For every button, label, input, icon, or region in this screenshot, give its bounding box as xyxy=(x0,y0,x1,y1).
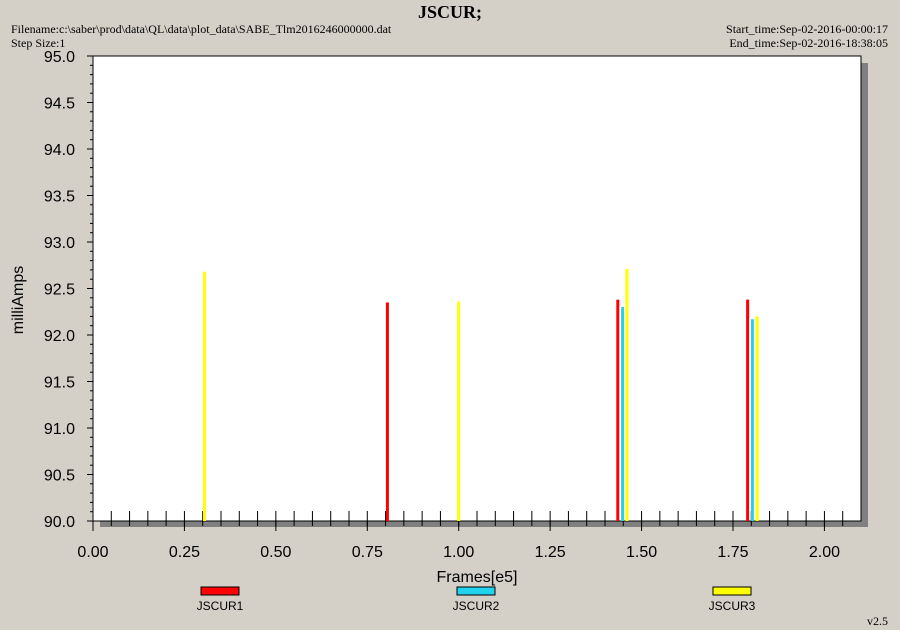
bar-jscur1-1 xyxy=(616,299,620,521)
y-tick-label: 91.0 xyxy=(44,421,75,438)
x-tick-label: 1.50 xyxy=(626,544,657,561)
x-axis: 0.00 0.25 0.50 0.75 1.00 1.25 1.50 1.75 2.00 xyxy=(77,511,844,561)
y-tick-label: 94.0 xyxy=(44,142,75,159)
start-time-label: Start_time:Sep-02-2016-00:00:17 xyxy=(726,22,888,36)
legend-swatch-jscur2 xyxy=(456,586,496,596)
bar-jscur1-2 xyxy=(746,299,750,521)
legend-label-jscur1: JSCUR1 xyxy=(197,599,244,613)
legend: JSCUR1 JSCUR2 JSCUR3 xyxy=(197,586,756,613)
data-bars xyxy=(203,268,759,521)
y-tick-label: 90.5 xyxy=(44,468,75,485)
bar-jscur3-2 xyxy=(625,268,629,521)
step-size-label: Step Size:1 xyxy=(11,36,66,50)
legend-label-jscur2: JSCUR2 xyxy=(453,599,500,613)
x-axis-label: Frames[e5] xyxy=(437,569,518,586)
bar-jscur2-0 xyxy=(621,307,625,521)
plot-area xyxy=(92,55,862,522)
legend-label-jscur3: JSCUR3 xyxy=(709,599,756,613)
bar-jscur3-1 xyxy=(457,301,461,521)
x-tick-label: 0.00 xyxy=(77,544,108,561)
x-tick-label: 0.50 xyxy=(260,544,291,561)
legend-swatch-jscur3 xyxy=(712,586,752,596)
y-tick-label: 90.0 xyxy=(44,514,75,531)
end-time-label: End_time:Sep-02-2016-18:38:05 xyxy=(729,36,888,50)
y-axis-label: milliAmps xyxy=(10,266,27,334)
y-tick-label: 95.0 xyxy=(44,49,75,66)
chart-title: JSCUR; xyxy=(417,2,482,22)
y-tick-label: 92.0 xyxy=(44,328,75,345)
x-tick-label: 2.00 xyxy=(809,544,840,561)
legend-swatch-jscur1 xyxy=(200,586,240,596)
bar-jscur3-3 xyxy=(755,316,759,521)
y-tick-label: 93.0 xyxy=(44,235,75,252)
y-axis: 90.0 90.5 91.0 91.5 92.0 92.5 93.0 93.5 94.0 94.5… xyxy=(44,49,93,531)
bar-jscur3-0 xyxy=(203,271,207,521)
x-tick-label: 1.25 xyxy=(535,544,566,561)
x-tick-label: 0.25 xyxy=(169,544,200,561)
version-label: v2.5 xyxy=(867,614,888,628)
bar-jscur2-1 xyxy=(750,319,754,521)
x-tick-label: 1.00 xyxy=(443,544,474,561)
y-tick-label: 92.5 xyxy=(44,282,75,299)
y-tick-label: 93.5 xyxy=(44,189,75,206)
y-tick-label: 94.5 xyxy=(44,96,75,113)
x-tick-label: 0.75 xyxy=(352,544,383,561)
x-tick-label: 1.75 xyxy=(717,544,748,561)
filename-label: Filename:c:\saber\prod\data\QL\data\plot… xyxy=(11,22,392,36)
y-tick-label: 91.5 xyxy=(44,375,75,392)
bar-jscur1-0 xyxy=(385,302,389,521)
